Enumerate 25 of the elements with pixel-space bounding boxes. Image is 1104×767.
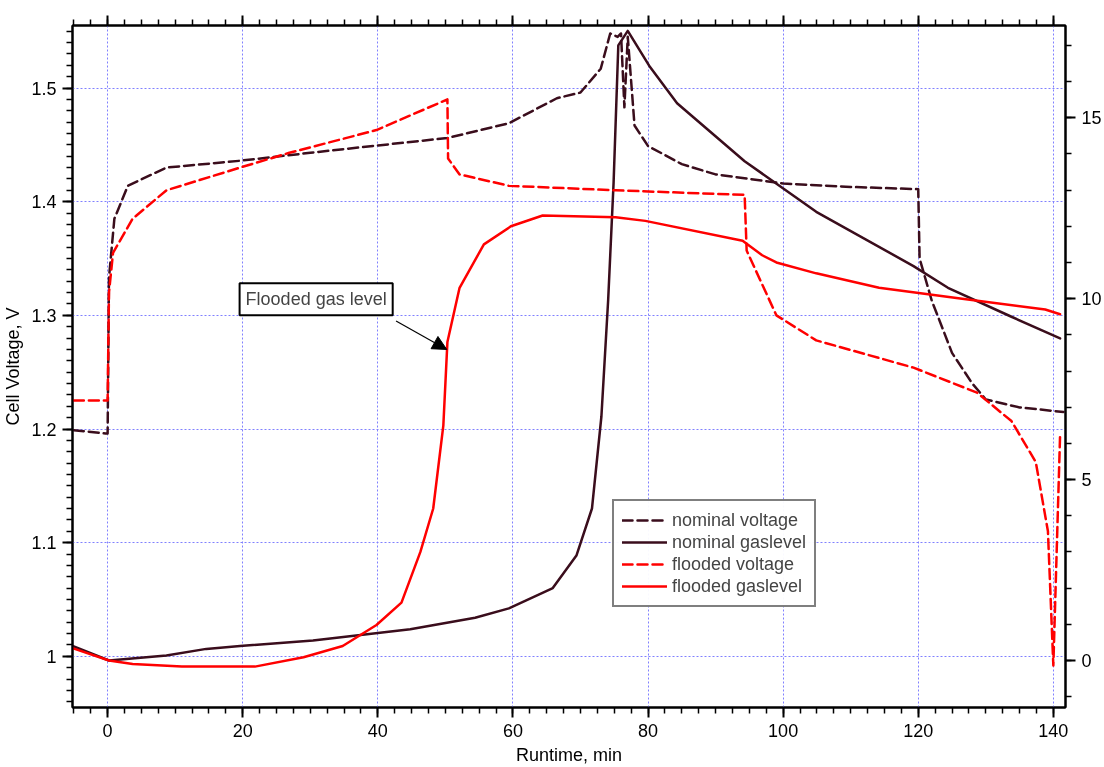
y2-tick-label: 5	[1081, 470, 1092, 491]
y-tick-label: 1.5	[31, 78, 57, 99]
legend-label: flooded gaslevel	[672, 575, 803, 597]
annotation: Flooded gas level	[245, 289, 387, 310]
y-tick-label: 1.2	[31, 419, 57, 440]
x-tick-label: 0	[102, 720, 113, 741]
legend-label: nominal voltage	[672, 509, 799, 531]
x-tick-label: 40	[367, 720, 388, 741]
y2-tick-label: 0	[1081, 650, 1092, 671]
x-tick-label: 100	[768, 720, 799, 741]
y-axis-title: Cell Voltage, V	[3, 307, 24, 426]
x-tick-label: 80	[638, 720, 659, 741]
y2-tick-label: 10	[1081, 289, 1102, 310]
x-tick-label: 20	[232, 720, 253, 741]
y-tick-label: 1.3	[31, 305, 57, 326]
x-tick-label: 140	[1038, 720, 1069, 741]
y-tick-label: 1	[46, 646, 57, 667]
y2-tick-label: 15	[1081, 108, 1102, 129]
x-axis-title: Runtime, min	[515, 744, 623, 765]
x-tick-label: 60	[502, 720, 523, 741]
legend-label: nominal gaslevel	[672, 531, 807, 553]
y-tick-label: 1.4	[31, 192, 57, 213]
x-tick-label: 120	[903, 720, 934, 741]
legend-label: flooded voltage	[672, 553, 795, 575]
y-tick-label: 1.1	[31, 533, 57, 554]
